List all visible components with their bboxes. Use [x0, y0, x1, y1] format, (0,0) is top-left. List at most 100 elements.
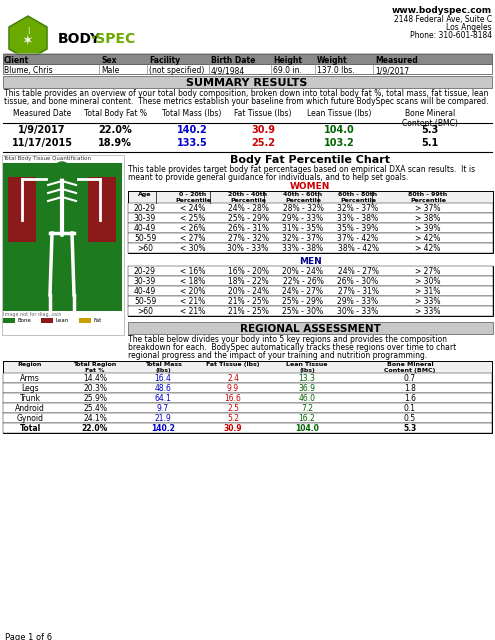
Text: < 20%: < 20% [180, 287, 206, 296]
Text: 22% - 26%: 22% - 26% [283, 277, 323, 286]
Text: 24.1%: 24.1% [83, 414, 107, 423]
Bar [128, 266, 493, 316]
Text: Age: Age [138, 192, 152, 197]
Text: 9.9: 9.9 [227, 384, 239, 393]
Bar [128, 306, 493, 316]
Text: 7.2: 7.2 [301, 404, 313, 413]
Text: Arms: Arms [20, 374, 40, 383]
Text: 24% - 28%: 24% - 28% [228, 204, 268, 213]
Text: > 42%: > 42% [415, 244, 441, 253]
Text: Fat Tissue (lbs): Fat Tissue (lbs) [234, 109, 292, 118]
Text: 22.0%: 22.0% [98, 125, 132, 135]
Text: Image not for diagnosis: Image not for diagnosis [3, 312, 61, 317]
Text: Birth Date: Birth Date [211, 56, 255, 65]
Bar [2, 155, 124, 335]
Text: 29% - 33%: 29% - 33% [283, 214, 324, 223]
Text: 26% - 31%: 26% - 31% [228, 224, 268, 233]
Text: Male: Male [101, 66, 119, 75]
Bar [3, 64, 492, 74]
Text: 60th - 80th
Percentile: 60th - 80th Percentile [339, 192, 378, 203]
Text: 48.6: 48.6 [154, 384, 171, 393]
Text: 104.0: 104.0 [295, 424, 319, 433]
Text: 25.2: 25.2 [251, 138, 275, 148]
Text: 38% - 42%: 38% - 42% [338, 244, 379, 253]
Text: The table below divides your body into 5 key regions and provides the compositio: The table below divides your body into 5… [128, 335, 447, 344]
Text: Sex: Sex [101, 56, 116, 65]
Text: Region: Region [18, 362, 42, 367]
Text: < 18%: < 18% [180, 277, 205, 286]
Text: Android: Android [15, 404, 45, 413]
Text: > 42%: > 42% [415, 234, 441, 243]
Bar [3, 423, 492, 433]
Text: Facility: Facility [149, 56, 180, 65]
Text: 16.2: 16.2 [298, 414, 315, 423]
Text: 37% - 42%: 37% - 42% [338, 234, 379, 243]
Bar [128, 213, 493, 223]
Polygon shape [9, 16, 47, 60]
Text: < 24%: < 24% [180, 204, 206, 213]
Text: 18.9%: 18.9% [98, 138, 132, 148]
Text: regional progress and the impact of your training and nutrition programming.: regional progress and the impact of your… [128, 351, 427, 360]
Text: 40th - 60th
Percentile: 40th - 60th Percentile [284, 192, 323, 203]
Text: SUMMARY RESULTS: SUMMARY RESULTS [186, 78, 308, 88]
Bar [79, 318, 91, 323]
Bar [3, 361, 492, 373]
Text: < 16%: < 16% [180, 267, 206, 276]
Bar [3, 163, 122, 311]
Text: 13.3: 13.3 [298, 374, 315, 383]
Text: 2.4: 2.4 [227, 374, 239, 383]
Text: > 33%: > 33% [415, 307, 441, 316]
Bar [88, 177, 116, 242]
Text: 20th - 40th
Percentile: 20th - 40th Percentile [228, 192, 268, 203]
Text: > 33%: > 33% [415, 297, 441, 306]
Text: < 27%: < 27% [180, 234, 206, 243]
Text: 20.3%: 20.3% [83, 384, 107, 393]
Text: 1/9/2017: 1/9/2017 [375, 66, 409, 75]
Text: 20-29: 20-29 [134, 267, 156, 276]
Text: Bone: Bone [17, 318, 31, 323]
Text: Measured Date: Measured Date [13, 109, 71, 118]
Text: >60: >60 [137, 244, 153, 253]
Text: Trunk: Trunk [19, 394, 41, 403]
Text: 30-39: 30-39 [134, 214, 156, 223]
Text: Lean: Lean [55, 318, 68, 323]
Text: 36.9: 36.9 [298, 384, 315, 393]
Text: 9.7: 9.7 [157, 404, 169, 413]
Text: 1.6: 1.6 [404, 394, 416, 403]
Text: < 25%: < 25% [180, 214, 206, 223]
Text: Total Body Tissue Quantification: Total Body Tissue Quantification [3, 156, 91, 161]
Text: 40-49: 40-49 [134, 287, 156, 296]
Bar [128, 191, 493, 253]
Text: 0.7: 0.7 [404, 374, 416, 383]
Text: 104.0: 104.0 [324, 125, 354, 135]
Bar [3, 361, 492, 433]
Text: Total: Total [19, 424, 41, 433]
Text: This table provides target body fat percentages based on empirical DXA scan resu: This table provides target body fat perc… [128, 165, 475, 174]
Text: Total Region
Fat %: Total Region Fat % [73, 362, 117, 372]
Text: Client: Client [4, 56, 29, 65]
Text: 18% - 22%: 18% - 22% [228, 277, 268, 286]
Text: 33% - 38%: 33% - 38% [338, 214, 379, 223]
Text: < 21%: < 21% [180, 307, 205, 316]
Text: > 37%: > 37% [415, 204, 441, 213]
Text: 24% - 27%: 24% - 27% [338, 267, 379, 276]
Bar [128, 203, 493, 213]
Text: ✶: ✶ [22, 34, 34, 48]
Text: < 30%: < 30% [180, 244, 206, 253]
Text: < 26%: < 26% [180, 224, 206, 233]
Bar [3, 318, 15, 323]
Text: Bone Mineral
Content (BMC): Bone Mineral Content (BMC) [384, 362, 436, 372]
Text: 46.0: 46.0 [298, 394, 315, 403]
Text: 4/9/1984: 4/9/1984 [211, 66, 245, 75]
Text: 30.9: 30.9 [224, 424, 243, 433]
Circle shape [54, 162, 70, 178]
Text: 20% - 24%: 20% - 24% [228, 287, 268, 296]
Text: ·SPEC: ·SPEC [91, 32, 136, 46]
Text: 30% - 33%: 30% - 33% [227, 244, 269, 253]
Bar [3, 393, 492, 403]
Text: REGIONAL ASSESSMENT: REGIONAL ASSESSMENT [240, 324, 381, 334]
Text: 50-59: 50-59 [134, 234, 156, 243]
Bar [128, 296, 493, 306]
Text: WOMEN: WOMEN [290, 182, 330, 191]
Bar [3, 403, 492, 413]
